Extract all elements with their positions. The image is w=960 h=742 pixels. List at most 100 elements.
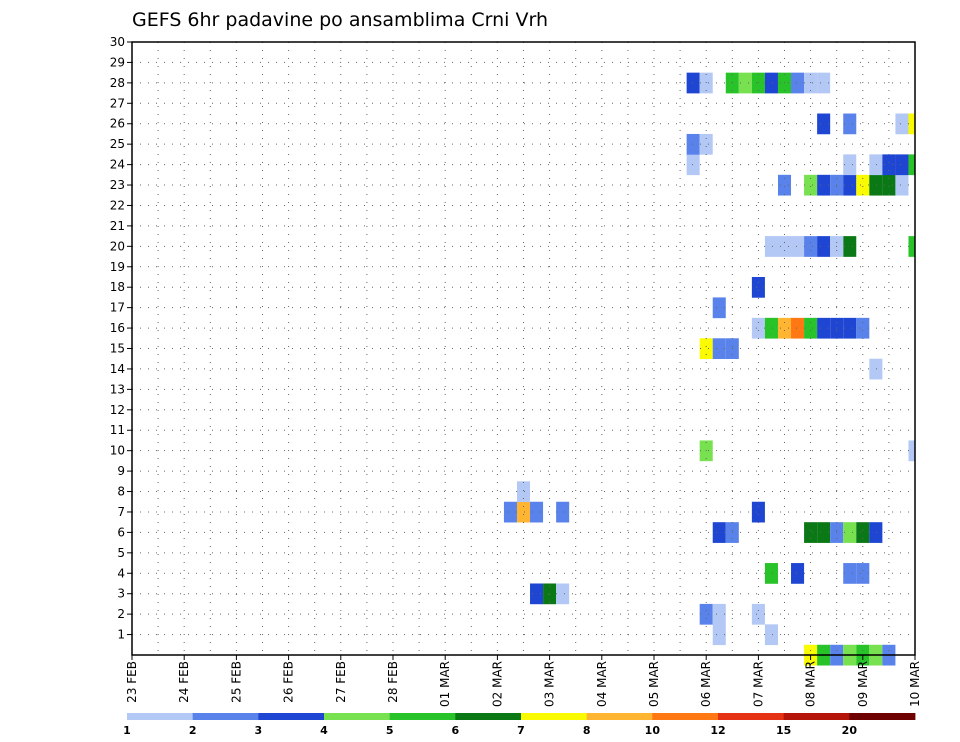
heatmap-cell <box>895 113 909 135</box>
heatmap-cell <box>804 72 818 94</box>
legend-swatch <box>652 713 719 720</box>
heatmap-cell <box>804 317 818 339</box>
legend-swatch <box>521 713 588 720</box>
y-tick-label: 21 <box>110 219 125 233</box>
legend-label: 3 <box>255 724 263 737</box>
x-tick-label: 04 MAR <box>595 661 609 707</box>
x-tick-label: 03 MAR <box>543 661 557 707</box>
heatmap-cell <box>764 72 778 94</box>
y-tick-label: 8 <box>117 485 125 499</box>
legend-swatch <box>586 713 653 720</box>
legend-swatch <box>783 713 850 720</box>
legend-label: 2 <box>189 724 197 737</box>
heatmap-cell <box>843 317 857 339</box>
heatmap-cell <box>817 174 831 196</box>
heatmap-cell <box>791 72 805 94</box>
heatmap-cell <box>751 317 765 339</box>
heatmap-cell <box>843 174 857 196</box>
heatmap-cell <box>869 174 883 196</box>
y-tick-label: 6 <box>117 525 125 539</box>
heatmap-cell <box>712 624 726 646</box>
y-tick-label: 17 <box>110 301 125 315</box>
y-tick-label: 28 <box>110 76 125 90</box>
heatmap-cell <box>699 603 713 625</box>
y-tick-label: 4 <box>117 566 125 580</box>
y-tick-label: 18 <box>110 280 125 294</box>
heatmap-cell <box>843 522 857 543</box>
heatmap-cell <box>556 501 570 523</box>
heatmap-cell <box>556 583 570 605</box>
heatmap-cell <box>843 236 857 257</box>
legend-swatch <box>455 713 522 720</box>
y-tick-label: 16 <box>110 321 125 335</box>
color-legend: 1 2 3 4 5 6 7 8 10 12 15 20 <box>123 713 916 737</box>
heatmap-cell <box>764 317 778 339</box>
heatmap-cell <box>712 603 726 625</box>
legend-swatch <box>258 713 325 720</box>
heatmap-cell <box>843 154 857 176</box>
y-tick-label: 3 <box>117 587 125 601</box>
y-tick-label: 23 <box>110 178 125 192</box>
y-tick-label: 25 <box>110 137 125 151</box>
x-tick-label: 24 FEB <box>177 661 191 703</box>
heatmap-cell <box>530 501 544 523</box>
heatmap-cell <box>895 174 909 196</box>
x-tick-label: 23 FEB <box>125 661 139 703</box>
heatmap-cell <box>856 563 870 584</box>
heatmap-cell <box>908 440 915 462</box>
heatmap-cell <box>804 522 818 543</box>
heatmap-cell <box>882 174 896 196</box>
y-tick-label: 11 <box>110 423 125 437</box>
x-tick-label: 09 MAR <box>856 661 870 707</box>
y-tick-label: 13 <box>110 382 125 396</box>
heatmap-cell <box>882 154 896 176</box>
y-tick-label: 5 <box>117 546 125 560</box>
y-tick-label: 26 <box>110 117 125 131</box>
heatmap-cell <box>712 338 726 360</box>
y-tick-label: 15 <box>110 342 125 356</box>
y-tick-label: 1 <box>117 628 125 642</box>
heatmap-cell <box>791 563 805 584</box>
x-tick-label: 26 FEB <box>282 661 296 703</box>
x-tick-label: 28 FEB <box>386 661 400 703</box>
heatmap-cell <box>791 236 805 257</box>
y-tick-label: 29 <box>110 55 125 69</box>
heatmap-cell <box>686 133 700 155</box>
heatmap-cell <box>817 72 831 94</box>
heatmap-cell <box>908 236 915 257</box>
y-tick-label: 10 <box>110 444 125 458</box>
heatmap-cell <box>777 72 792 94</box>
y-tick-label: 14 <box>110 362 125 376</box>
x-tick-label: 02 MAR <box>490 661 504 707</box>
heatmap-cell <box>817 317 831 339</box>
legend-swatch <box>192 713 259 720</box>
heatmap-cell <box>869 154 883 176</box>
heatmap-cell <box>856 317 870 339</box>
legend-label: 15 <box>776 724 791 737</box>
legend-label: 8 <box>583 724 591 737</box>
heatmap-cell <box>516 481 531 503</box>
legend-label: 20 <box>842 724 858 737</box>
legend-swatch <box>718 713 785 720</box>
heatmap-cell <box>751 501 765 523</box>
heatmap-cell <box>869 522 883 543</box>
x-tick-label: 06 MAR <box>699 661 713 707</box>
x-tick-label: 27 FEB <box>334 661 348 703</box>
heatmap-cell <box>908 154 915 176</box>
legend-swatch <box>324 713 391 720</box>
y-tick-label: 7 <box>117 505 125 519</box>
heatmap-cell <box>777 317 792 339</box>
heatmap-cell <box>843 113 857 135</box>
heatmap-cell <box>751 276 765 298</box>
x-tick-label: 10 MAR <box>908 661 922 707</box>
heatmap-cell <box>543 583 557 605</box>
legend-label: 5 <box>386 724 394 737</box>
x-tick-label: 05 MAR <box>647 661 661 707</box>
heatmap-cell <box>712 297 726 319</box>
heatmap-cell <box>817 113 831 135</box>
legend-swatch <box>127 713 194 720</box>
heatmap-cells <box>503 72 915 666</box>
y-tick-label: 27 <box>110 96 125 110</box>
heatmap-cell <box>856 174 870 196</box>
chart-title: GEFS 6hr padavine po ansamblima Crni Vrh <box>132 9 548 31</box>
